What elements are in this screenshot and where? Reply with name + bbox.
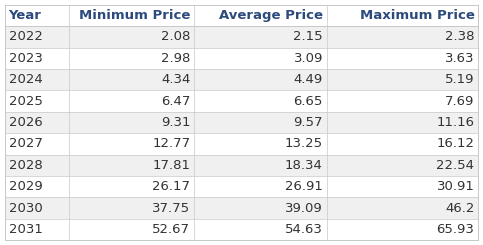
Text: 4.49: 4.49 [294,73,323,86]
Text: 2024: 2024 [9,73,43,86]
Text: 2022: 2022 [9,30,43,43]
Text: 3.63: 3.63 [445,52,474,65]
Text: 12.77: 12.77 [152,137,190,150]
Text: 52.67: 52.67 [152,223,190,236]
Text: 13.25: 13.25 [285,137,323,150]
Text: 11.16: 11.16 [436,116,474,129]
Text: 7.69: 7.69 [445,95,474,108]
Text: 6.65: 6.65 [294,95,323,108]
Text: Year: Year [9,9,42,22]
Text: 2023: 2023 [9,52,43,65]
Text: 9.57: 9.57 [293,116,323,129]
Text: 16.12: 16.12 [436,137,474,150]
Text: Average Price: Average Price [219,9,323,22]
Text: 26.91: 26.91 [285,180,323,193]
Text: 2031: 2031 [9,223,43,236]
Text: 17.81: 17.81 [152,159,190,172]
Text: 65.93: 65.93 [437,223,474,236]
Text: 46.2: 46.2 [445,202,474,215]
Text: Maximum Price: Maximum Price [359,9,474,22]
Text: 2029: 2029 [9,180,43,193]
Text: 9.31: 9.31 [161,116,190,129]
Text: Minimum Price: Minimum Price [79,9,190,22]
Text: 2.38: 2.38 [445,30,474,43]
Text: 2026: 2026 [9,116,43,129]
Text: 2.08: 2.08 [161,30,190,43]
Text: 30.91: 30.91 [437,180,474,193]
Text: 39.09: 39.09 [285,202,323,215]
Text: 18.34: 18.34 [285,159,323,172]
Text: 54.63: 54.63 [285,223,323,236]
Text: 4.34: 4.34 [161,73,190,86]
Text: 2.98: 2.98 [161,52,190,65]
Text: 3.09: 3.09 [294,52,323,65]
Text: 2.15: 2.15 [293,30,323,43]
Text: 2030: 2030 [9,202,43,215]
Text: 5.19: 5.19 [445,73,474,86]
Text: 37.75: 37.75 [152,202,190,215]
Text: 2025: 2025 [9,95,43,108]
Text: 6.47: 6.47 [161,95,190,108]
Text: 26.17: 26.17 [152,180,190,193]
Text: 2027: 2027 [9,137,43,150]
Text: 22.54: 22.54 [436,159,474,172]
Text: 2028: 2028 [9,159,43,172]
